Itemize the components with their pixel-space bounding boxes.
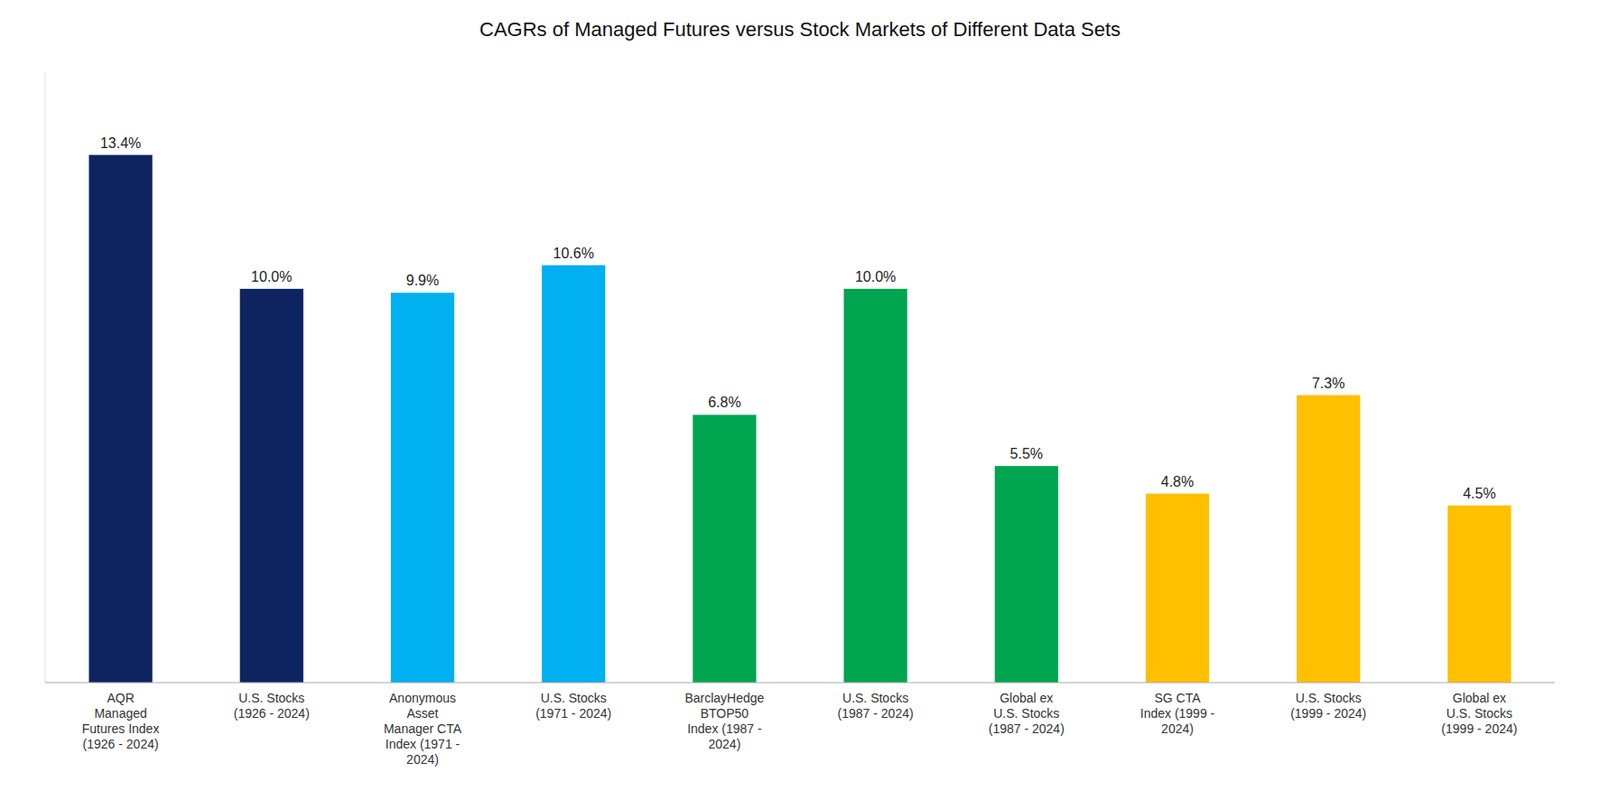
bar <box>88 155 152 683</box>
x-tick-label: BarclayHedgeBTOP50Index (1987 -2024) <box>684 690 764 752</box>
bar <box>843 288 907 683</box>
bar <box>1296 395 1360 683</box>
data-label: 10.0% <box>251 269 292 285</box>
x-tick-label: Global exU.S. Stocks(1987 - 2024) <box>988 690 1065 736</box>
x-tick-label: U.S. Stocks(1971 - 2024) <box>535 690 612 721</box>
bar <box>1145 493 1210 683</box>
bars <box>88 155 1511 683</box>
x-tick-label: Global exU.S. Stocks(1999 - 2024) <box>1441 690 1517 736</box>
bar <box>240 288 304 683</box>
data-label: 6.8% <box>707 394 741 410</box>
data-label: 4.8% <box>1161 474 1194 490</box>
data-label: 9.9% <box>406 272 439 289</box>
x-tick-label: AnonymousAssetManager CTAIndex (1971 -20… <box>383 690 463 767</box>
chart-title: CAGRs of Managed Futures versus Stock Ma… <box>479 18 1121 41</box>
x-tick-label: SG CTAIndex (1999 -2024) <box>1140 690 1216 736</box>
chart-container: CAGRs of Managed Futures versus Stock Ma… <box>0 0 1600 800</box>
x-axis-line <box>45 682 1555 684</box>
x-tick-label: U.S. Stocks(1999 - 2024) <box>1290 690 1367 721</box>
bar <box>692 414 756 683</box>
x-tick-label: U.S. Stocks(1987 - 2024) <box>837 690 914 721</box>
x-tick-label: U.S. Stocks(1926 - 2024) <box>233 690 310 721</box>
bar <box>541 265 605 683</box>
bar <box>390 292 455 683</box>
bar <box>995 465 1059 683</box>
data-label: 10.6% <box>553 245 595 261</box>
chart-svg: CAGRs of Managed Futures versus Stock Ma… <box>0 0 1600 800</box>
data-label: 7.3% <box>1311 375 1345 391</box>
y-axis-line <box>45 72 47 683</box>
bar <box>1447 505 1511 683</box>
data-label: 13.4% <box>100 135 141 151</box>
data-label: 10.0% <box>855 269 896 285</box>
data-label: 5.5% <box>1010 446 1043 462</box>
x-tick-label: AQRManagedFutures Index(1926 - 2024) <box>82 690 160 752</box>
data-label: 4.5% <box>1462 485 1496 502</box>
